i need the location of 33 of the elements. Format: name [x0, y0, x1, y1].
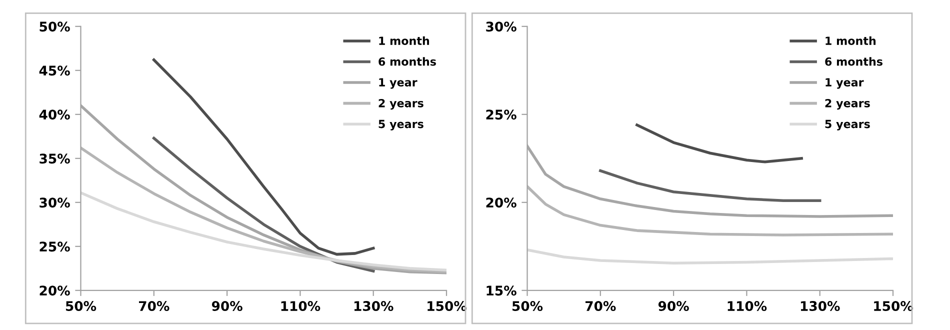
legend-label: 1 year	[826, 78, 864, 89]
x-tick-label: 130%	[354, 301, 394, 312]
x-tick-label: 110%	[281, 301, 320, 312]
legend-label: 2 years	[378, 98, 424, 110]
y-tick-label: 45%	[39, 66, 70, 76]
legend-label: 1 month	[379, 36, 430, 45]
y-tick-label: 35%	[40, 154, 70, 164]
y-tick-label: 40%	[39, 110, 70, 120]
y-tick-label: 25%	[486, 110, 516, 120]
legend-label: 1 month	[826, 36, 876, 45]
y-tick-label: 50%	[40, 22, 70, 32]
y-tick-label: 30%	[40, 198, 70, 208]
x-tick-label: 50%	[512, 301, 543, 312]
x-tick-label: 110%	[728, 301, 767, 312]
x-tick-label: 90%	[212, 301, 242, 312]
x-tick-label: 130%	[800, 301, 840, 312]
legend-label: 6 months	[378, 57, 436, 66]
x-tick-label: 70%	[585, 301, 616, 312]
legend-label: 6 months	[825, 57, 882, 66]
legend-label: 5 years	[378, 120, 424, 130]
x-tick-label: 50%	[66, 301, 96, 312]
x-tick-label: 90%	[658, 301, 689, 312]
y-tick-label: 30%	[486, 22, 516, 32]
x-tick-label: 70%	[138, 301, 170, 312]
y-tick-label: 20%	[40, 286, 70, 296]
x-tick-label: 150%	[874, 301, 913, 312]
legend-label: 2 years	[825, 98, 870, 110]
y-tick-label: 20%	[486, 198, 516, 208]
legend-label: 1 year	[379, 78, 418, 89]
y-tick-label: 25%	[40, 242, 70, 252]
y-tick-label: 15%	[486, 286, 516, 296]
x-tick-label: 150%	[428, 301, 466, 312]
legend-label: 5 years	[825, 120, 870, 130]
